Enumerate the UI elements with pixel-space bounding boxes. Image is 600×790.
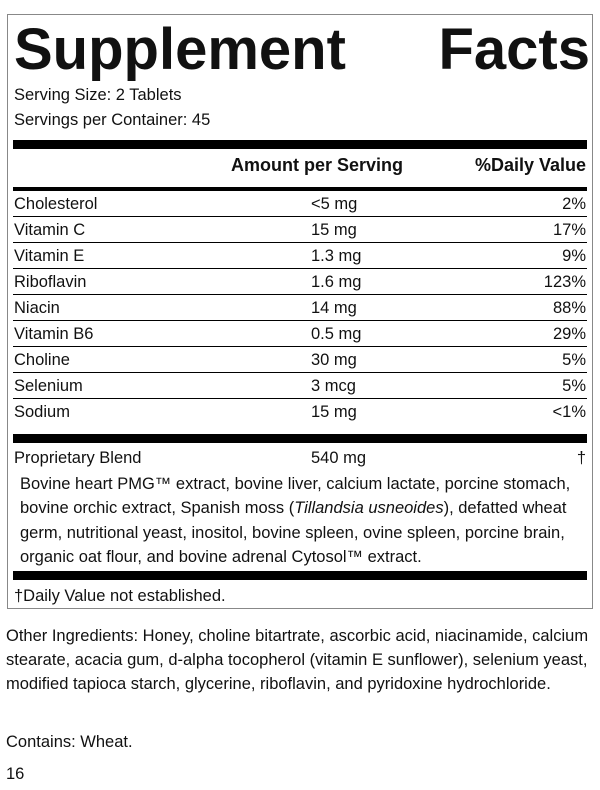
nutrient-dv: 2% [562,195,586,213]
blend-text: Bovine heart PMG™ extract, bovine liver,… [20,475,571,518]
proprietary-blend-row: Proprietary Blend 540 mg † [13,447,587,470]
other-ingredients: Other Ingredients: Honey, choline bitart… [6,627,589,693]
divider-medium [13,187,587,191]
blend-dv: † [576,449,586,467]
nutrient-row: Vitamin C 15 mg 17% [13,219,587,243]
allergen-contains: Contains: Wheat. [6,733,133,751]
nutrient-dv: 17% [552,221,586,239]
title-facts: Facts [438,17,590,82]
nutrient-dv: 9% [562,247,586,265]
nutrient-dv: 5% [562,351,586,369]
nutrient-row: Niacin 14 mg 88% [13,297,587,321]
nutrient-amount: 1.3 mg [311,247,362,265]
blend-text-italic: Tillandsia usneoides [294,499,444,518]
nutrient-amount: 15 mg [311,221,357,239]
nutrient-dv: 88% [552,299,586,317]
panel-title: Supplement Facts [14,21,590,79]
servings-per-container: Servings per Container: 45 [14,111,211,129]
serving-size: Serving Size: 2 Tablets [14,86,182,104]
nutrient-amount: 1.6 mg [311,273,362,291]
nutrient-name: Riboflavin [14,273,87,291]
nutrient-name: Niacin [14,299,60,317]
divider-thick [13,571,587,580]
nutrient-row: Sodium 15 mg <1% [13,401,587,424]
nutrient-amount: 0.5 mg [311,325,362,343]
nutrient-row: Vitamin E 1.3 mg 9% [13,245,587,269]
nutrient-amount: 14 mg [311,299,357,317]
nutrient-name: Vitamin E [14,247,85,265]
nutrient-name: Sodium [14,403,70,421]
nutrient-row: Vitamin B6 0.5 mg 29% [13,323,587,347]
nutrient-row: Riboflavin 1.6 mg 123% [13,271,587,295]
footnote: †Daily Value not established. [14,587,226,605]
blend-ingredients: Bovine heart PMG™ extract, bovine liver,… [20,472,590,569]
nutrient-row: Cholesterol <5 mg 2% [13,193,587,217]
nutrient-name: Choline [14,351,70,369]
nutrient-amount: 15 mg [311,403,357,421]
blend-text: ), defatted wheat germ, nutritional yeas… [20,499,567,566]
nutrient-dv: <1% [552,403,586,421]
divider-thick [13,434,587,443]
blend-amount: 540 mg [311,449,367,467]
nutrient-name: Cholesterol [14,195,98,213]
nutrient-dv: 29% [552,325,586,343]
header-daily-value: %Daily Value [474,155,586,175]
nutrient-name: Vitamin B6 [14,325,94,343]
title-supplement: Supplement [14,17,346,82]
nutrient-amount: 3 mcg [311,377,356,395]
nutrient-amount: 30 mg [311,351,357,369]
blend-name: Proprietary Blend [14,449,142,467]
nutrient-dv: 5% [562,377,586,395]
divider-thick [13,140,587,149]
nutrient-row: Selenium 3 mcg 5% [13,375,587,399]
header-amount: Amount per Serving [231,155,404,175]
nutrient-name: Vitamin C [14,221,86,239]
nutrient-name: Selenium [14,377,83,395]
page-number: 16 [6,765,25,783]
nutrient-dv: 123% [543,273,586,291]
supplement-facts-panel: Supplement Facts Serving Size: 2 Tablets… [7,14,593,609]
nutrient-amount: <5 mg [311,195,358,213]
nutrient-row: Choline 30 mg 5% [13,349,587,373]
